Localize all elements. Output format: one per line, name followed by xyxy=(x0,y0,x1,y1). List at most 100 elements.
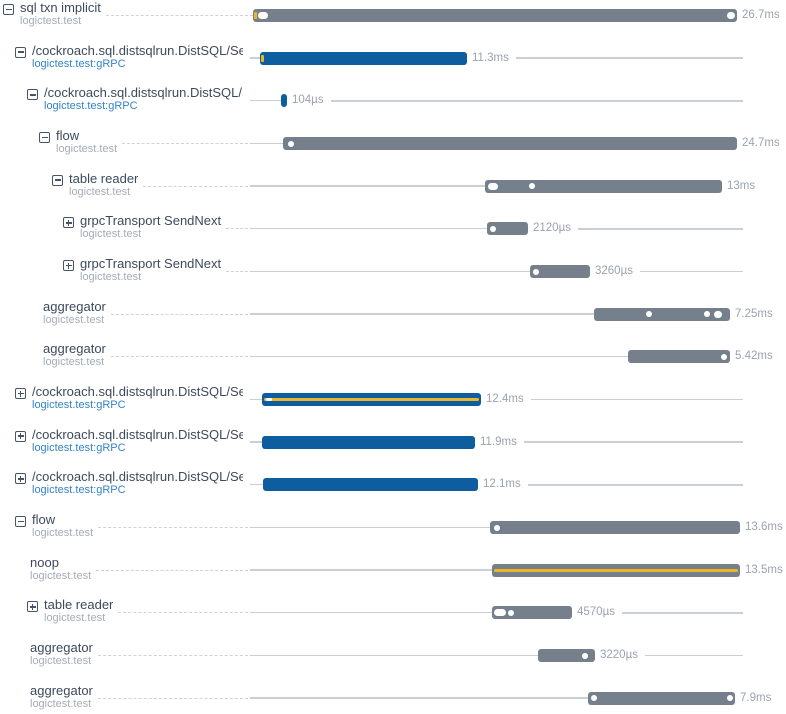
span-duration-bar[interactable] xyxy=(283,137,737,151)
collapse-toggle-icon[interactable] xyxy=(3,4,14,15)
span-event-marker[interactable] xyxy=(714,310,722,318)
span-event-marker[interactable] xyxy=(727,12,735,19)
span-operation-name: noop xyxy=(30,555,59,570)
span-operation-name: table reader xyxy=(69,171,139,186)
span-operation-name: /cockroach.sql.distsqlrun.DistSQL/Set xyxy=(32,470,243,485)
span-event-marker[interactable] xyxy=(488,182,498,190)
span-duration-bar[interactable] xyxy=(485,179,722,193)
span-duration-bar[interactable] xyxy=(628,350,730,364)
span-event-marker[interactable] xyxy=(261,54,264,62)
trace-span-row: sql txn implicit logictest.test 26.7ms xyxy=(0,1,786,44)
span-duration-bar[interactable] xyxy=(492,606,572,620)
span-event-marker[interactable] xyxy=(266,398,272,402)
span-operation-name: /cockroach.sql.distsqlrun.DistSQL/S xyxy=(44,86,243,101)
span-timeline: 13ms xyxy=(250,172,786,215)
span-event-marker[interactable] xyxy=(727,695,733,702)
span-service-name: logictest.test:gRPC xyxy=(44,100,138,113)
span-duration-bar[interactable] xyxy=(588,691,735,705)
span-event-marker[interactable] xyxy=(721,353,727,360)
span-operation-name: aggregator xyxy=(30,683,93,698)
expand-toggle-icon[interactable] xyxy=(63,217,74,229)
span-service-name: logictest.test xyxy=(30,697,92,710)
timeline-trail-line xyxy=(577,228,743,230)
timeline-lead-line xyxy=(250,227,487,230)
span-event-marker[interactable] xyxy=(258,12,268,19)
span-event-marker[interactable] xyxy=(494,524,500,531)
leader-dashes xyxy=(118,598,248,614)
span-operation-name: grpcTransport SendNext xyxy=(80,257,222,272)
indent-spacer xyxy=(0,300,43,301)
span-duration-bar[interactable] xyxy=(490,521,740,535)
span-event-marker[interactable] xyxy=(490,225,496,232)
span-duration-bar[interactable] xyxy=(262,393,481,407)
timeline-trail-line xyxy=(523,441,743,443)
span-service-name: logictest.test xyxy=(69,185,131,198)
span-event-marker[interactable] xyxy=(254,12,257,19)
leader-dashes xyxy=(110,300,248,315)
duration-label: 11.3ms xyxy=(472,51,509,64)
span-duration-bar[interactable] xyxy=(492,563,740,577)
indent-spacer xyxy=(0,641,30,642)
span-duration-bar[interactable] xyxy=(262,435,475,449)
duration-label: 12.1ms xyxy=(483,478,521,491)
span-operation-name: /cockroach.sql.distsqlrun.DistSQL/Set xyxy=(32,427,243,442)
collapse-toggle-icon[interactable] xyxy=(15,516,26,528)
span-event-marker[interactable] xyxy=(591,695,597,702)
collapse-toggle-icon[interactable] xyxy=(52,174,63,186)
span-label-area: /cockroach.sql.distsqlrun.DistSQL/Set log… xyxy=(0,385,250,428)
leader-dashes xyxy=(110,342,248,358)
span-duration-bar[interactable] xyxy=(487,222,528,236)
span-timeline: 4570µs xyxy=(250,598,786,641)
expand-toggle-icon[interactable] xyxy=(63,260,74,272)
span-service-name: logictest.test xyxy=(30,655,92,668)
timeline-lead-line xyxy=(250,142,283,145)
timeline-lead-line xyxy=(250,14,253,16)
span-service-name: logictest.test:gRPC xyxy=(32,399,126,412)
span-duration-bar[interactable] xyxy=(253,9,737,22)
span-event-marker[interactable] xyxy=(288,140,294,147)
expand-toggle-icon[interactable] xyxy=(15,430,26,442)
span-label-area: table reader logictest.test xyxy=(0,598,250,641)
leader-dashes xyxy=(143,172,248,187)
timeline-lead-line xyxy=(250,270,530,273)
span-duration-bar[interactable] xyxy=(538,649,595,663)
span-operation-name: aggregator xyxy=(43,342,106,357)
indent-spacer xyxy=(0,86,27,87)
collapse-toggle-icon[interactable] xyxy=(39,132,50,144)
span-titles: noop logictest.test xyxy=(30,556,91,582)
span-titles: /cockroach.sql.distsqlrun.DistSQL/Set log… xyxy=(32,428,243,454)
span-event-marker[interactable] xyxy=(508,609,514,616)
span-duration-bar[interactable] xyxy=(260,51,467,65)
timeline-lead-line xyxy=(250,355,628,358)
span-event-marker[interactable] xyxy=(582,652,588,659)
duration-label: 13ms xyxy=(727,179,756,192)
trace-span-row: /cockroach.sql.distsqlrun.DistSQL/Set log… xyxy=(0,44,786,87)
span-duration-bar[interactable] xyxy=(281,94,287,108)
span-label-area: noop logictest.test xyxy=(0,556,250,599)
duration-label: 3260µs xyxy=(595,265,633,278)
trace-span-row: /cockroach.sql.distsqlrun.DistSQL/Set log… xyxy=(0,385,786,428)
span-timeline: 2120µs xyxy=(250,214,786,257)
span-event-marker[interactable] xyxy=(646,311,652,318)
span-label-area: /cockroach.sql.distsqlrun.DistSQL/Set log… xyxy=(0,428,250,471)
collapse-toggle-icon[interactable] xyxy=(15,46,26,58)
expand-toggle-icon[interactable] xyxy=(27,601,38,613)
indent-spacer xyxy=(0,598,27,599)
span-event-marker[interactable] xyxy=(704,311,710,318)
duration-area: 104µs xyxy=(292,94,743,107)
span-event-marker[interactable] xyxy=(529,183,535,190)
expand-toggle-icon[interactable] xyxy=(15,473,26,485)
span-event-marker[interactable] xyxy=(494,609,506,617)
timeline-lead-line xyxy=(250,569,492,571)
span-duration-bar[interactable] xyxy=(263,478,478,492)
collapse-toggle-icon[interactable] xyxy=(27,89,38,101)
span-titles: sql txn implicit logictest.test xyxy=(20,1,101,27)
expand-toggle-icon[interactable] xyxy=(15,388,26,400)
indent-spacer xyxy=(0,684,30,685)
span-label-area: table reader logictest.test xyxy=(0,172,250,215)
span-event-marker[interactable] xyxy=(533,268,539,275)
span-duration-bar[interactable] xyxy=(594,307,730,321)
duration-area: 7.25ms xyxy=(735,308,773,321)
span-duration-bar[interactable] xyxy=(530,265,590,279)
